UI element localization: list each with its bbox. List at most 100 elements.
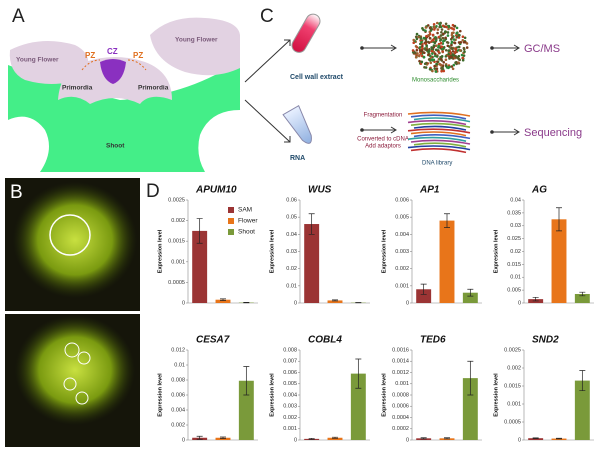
chart-title: WUS: [308, 185, 332, 196]
dot: [424, 38, 428, 42]
y-tick-label: 0.001: [283, 426, 297, 432]
y-axis-label: Expression level: [157, 373, 163, 417]
y-tick-label: 0.001: [395, 381, 409, 387]
sample-circle: [63, 377, 77, 391]
label: RNA: [290, 155, 305, 162]
error-bar: [308, 213, 315, 235]
dot: [458, 29, 462, 33]
legend-label: SAM: [238, 207, 252, 214]
arrow: [490, 44, 520, 52]
dot: [450, 33, 454, 37]
y-tick-label: 0.006: [395, 197, 409, 203]
dot: [439, 38, 443, 42]
bar-chart: CESA7 Expression level 0 0.002 0.004 0.006 0.0…: [157, 335, 258, 443]
dot: [440, 70, 443, 73]
label: CZ: [107, 47, 118, 56]
dot: [453, 25, 456, 28]
dot: [428, 26, 432, 30]
dot: [465, 46, 469, 49]
bar: [574, 380, 590, 440]
y-tick-label: 0.002: [283, 415, 297, 421]
dot: [423, 51, 426, 54]
label: PZ: [133, 51, 143, 60]
dot: [438, 22, 441, 26]
error-bar: [532, 296, 539, 302]
arrow-head: [284, 136, 291, 143]
dot: [421, 27, 424, 30]
y-tick-label: 0: [182, 437, 185, 443]
error-bar: [556, 207, 562, 232]
dot: [460, 53, 464, 57]
dot: [419, 52, 423, 55]
sample-circle: [64, 342, 80, 358]
dot: [459, 41, 463, 44]
dot: [440, 28, 444, 31]
label: Monosaccharides: [412, 78, 459, 84]
y-tick-label: 0.0005: [504, 419, 521, 425]
dot: [452, 63, 456, 67]
dot: [432, 44, 436, 47]
dot: [452, 38, 456, 41]
dot: [442, 61, 446, 64]
error-bar: [444, 213, 450, 228]
y-tick-label: 0.002: [171, 218, 185, 224]
dot: [420, 48, 424, 52]
dot: [451, 36, 454, 39]
y-tick-label: 0.005: [395, 215, 409, 221]
sample-circle: [49, 214, 91, 256]
legend-swatch: [228, 207, 234, 213]
dot: [433, 41, 437, 45]
bar-chart: COBL4 Expression level 0 0.001 0.002 0.003 0.0…: [269, 335, 370, 443]
dot: [463, 36, 467, 40]
dot: [462, 48, 466, 51]
dot: [444, 48, 448, 52]
dot: [427, 51, 430, 55]
dot: [437, 44, 440, 48]
dot: [448, 56, 451, 59]
dot: [446, 34, 450, 37]
dot: [440, 66, 443, 70]
dna-strand: [413, 125, 467, 131]
dot: [439, 64, 443, 67]
dot: [421, 46, 424, 50]
error-bar: [467, 360, 474, 396]
label: Sequencing: [524, 127, 582, 139]
dot: [455, 26, 459, 30]
y-tick-label: 0.006: [283, 370, 297, 376]
y-tick-label: 0.012: [171, 347, 185, 353]
dot: [435, 62, 439, 66]
arrow: [244, 99, 291, 143]
dot: [435, 21, 439, 25]
label: GC/MS: [524, 43, 560, 55]
dot: [427, 58, 431, 61]
y-axis-label: Expression level: [269, 229, 275, 273]
error-bar: [579, 291, 586, 297]
dna-strand: [407, 136, 467, 142]
y-tick-label: 0.025: [507, 236, 521, 242]
dot: [446, 31, 450, 34]
label: Young Flower: [175, 37, 218, 44]
sample-circle: [75, 391, 89, 405]
error-bar: [444, 437, 450, 440]
dot: [431, 52, 434, 55]
dot: [437, 35, 441, 39]
dot: [434, 70, 438, 73]
chart-title: SND2: [532, 335, 559, 346]
arrow: [360, 126, 397, 134]
y-tick-label: 0.0025: [504, 347, 521, 353]
bar: [327, 437, 343, 440]
y-tick-label: 0.003: [283, 404, 297, 410]
bar: [551, 219, 567, 303]
dot: [435, 55, 439, 58]
error-bar: [332, 436, 338, 439]
dot: [457, 54, 461, 58]
label: Add adaptors: [365, 144, 401, 150]
error-bar: [243, 366, 250, 396]
error-bar: [332, 299, 338, 302]
y-tick-label: 0.002: [171, 422, 185, 428]
error-bar: [220, 298, 226, 301]
label: Fragmentation: [364, 113, 403, 119]
dot: [441, 36, 445, 40]
y-tick-label: 0.06: [286, 197, 297, 203]
bar: [192, 230, 208, 303]
